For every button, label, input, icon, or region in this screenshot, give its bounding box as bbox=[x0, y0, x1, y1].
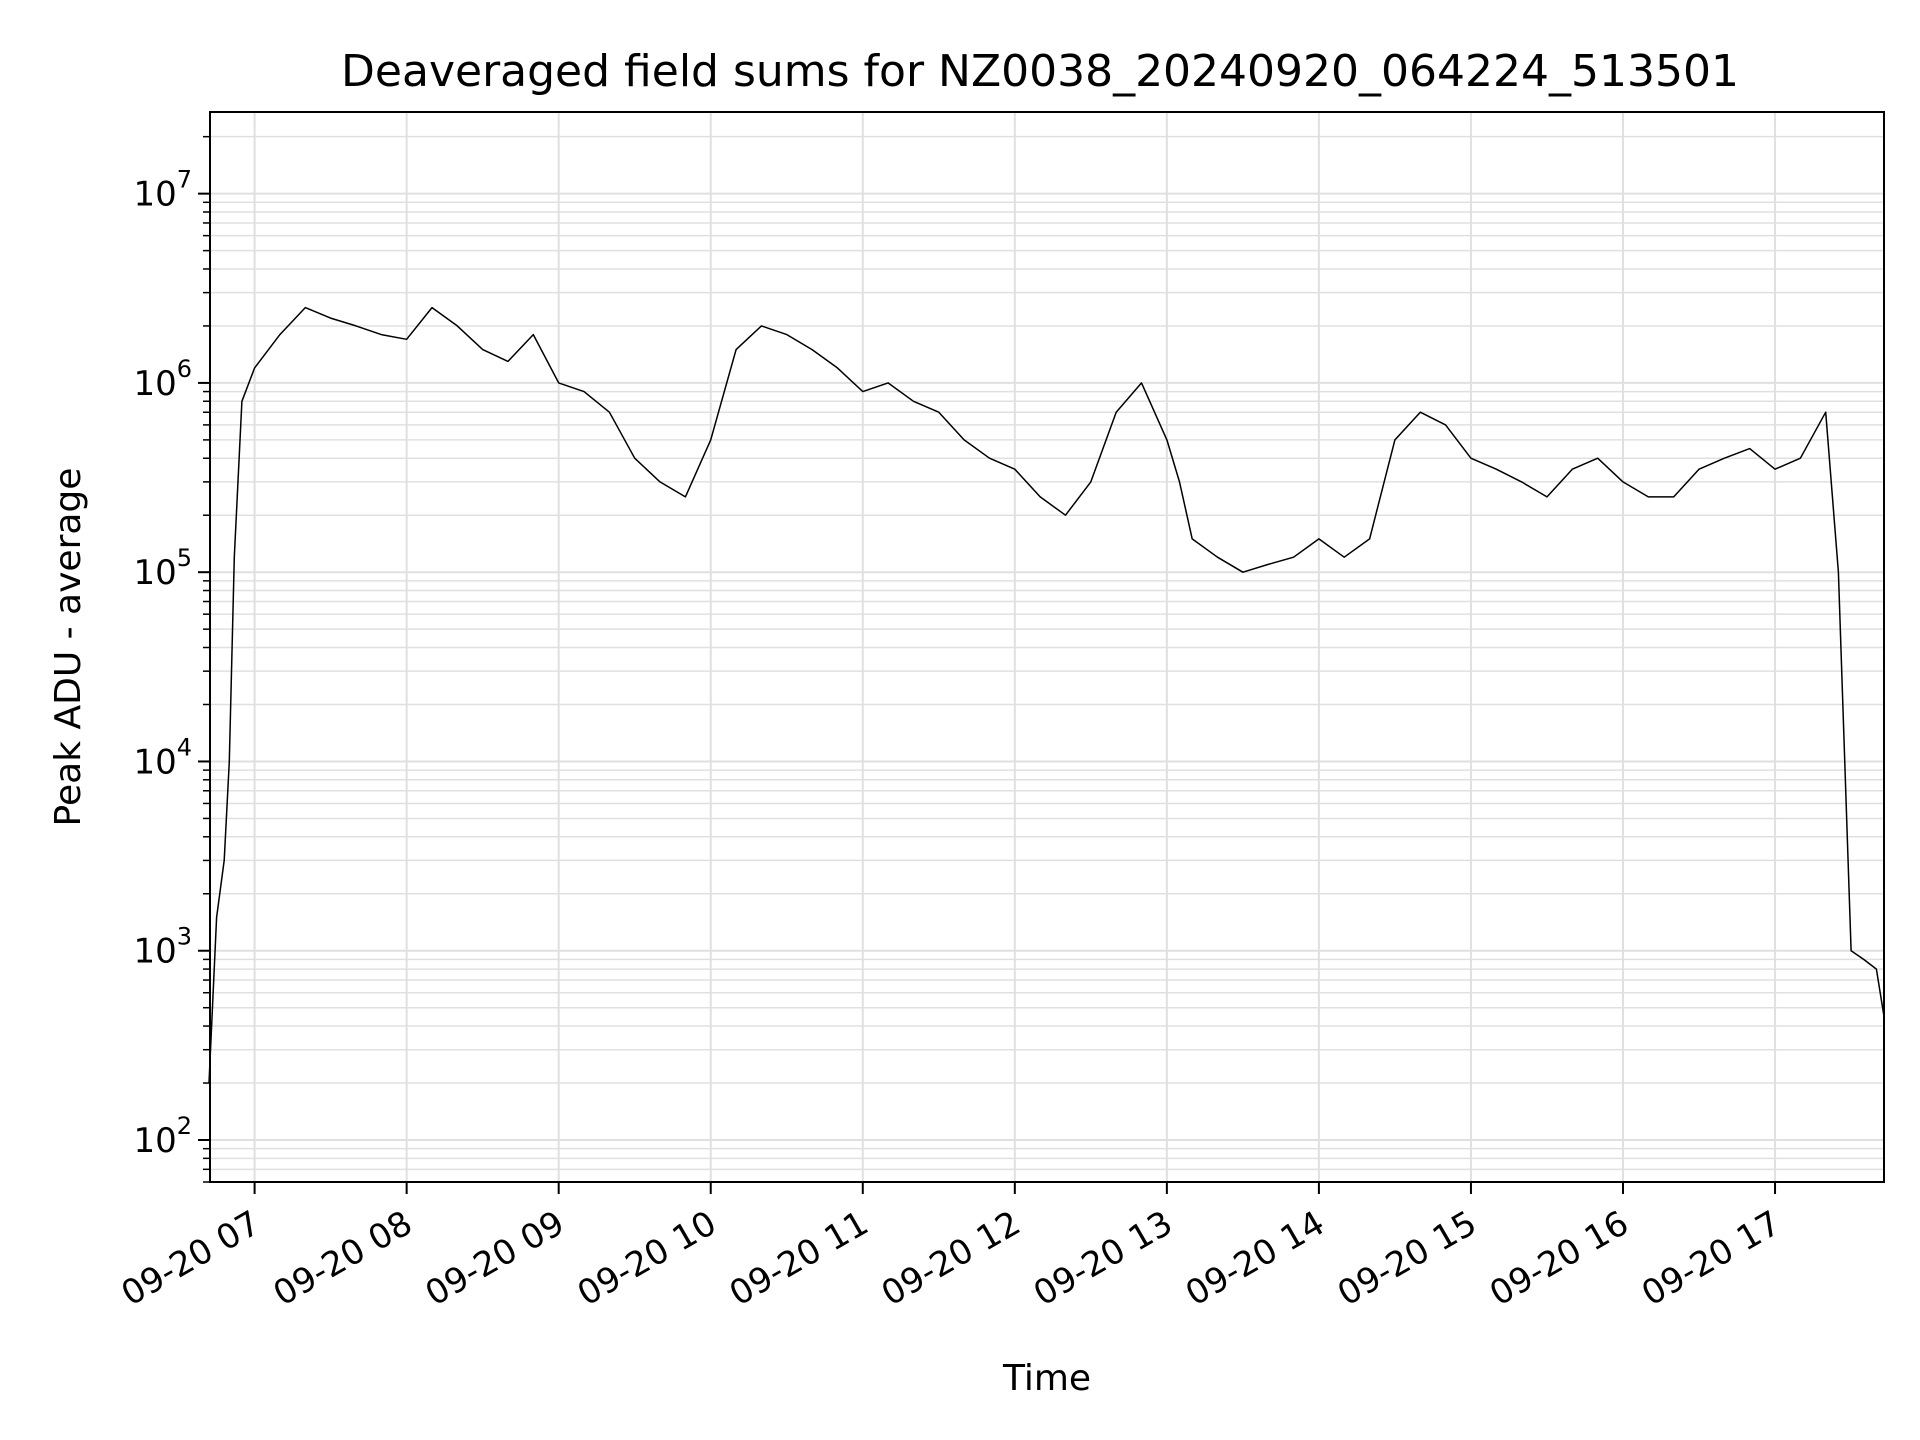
y-tick-label: 102 bbox=[133, 1112, 192, 1161]
x-tick-label: 09-20 17 bbox=[1635, 1203, 1787, 1314]
x-tick-label: 09-20 08 bbox=[267, 1203, 419, 1314]
x-tick-label: 09-20 12 bbox=[875, 1203, 1027, 1314]
y-tick-label: 107 bbox=[133, 166, 192, 215]
x-tick-label: 09-20 13 bbox=[1027, 1203, 1179, 1314]
series-line bbox=[208, 306, 1885, 1084]
x-tick-label: 09-20 14 bbox=[1179, 1203, 1331, 1314]
y-axis-label: Peak ADU - average bbox=[48, 468, 89, 827]
y-tick-label: 105 bbox=[133, 544, 192, 593]
y-tick-label: 103 bbox=[133, 923, 192, 972]
y-tick-label: 104 bbox=[133, 733, 192, 782]
x-tick-label: 09-20 10 bbox=[571, 1203, 723, 1314]
x-tick-label: 09-20 16 bbox=[1483, 1203, 1635, 1314]
x-axis: 09-20 07 09-20 08 09-20 09 09-20 10 09-20 11… bbox=[115, 1182, 1788, 1314]
chart-title: Deaveraged field sums for NZ0038_2024092… bbox=[341, 46, 1739, 97]
y-tick-label: 106 bbox=[133, 355, 192, 404]
y-axis: 102 103 104 105 106 107 bbox=[133, 135, 210, 1183]
x-axis-label: Time bbox=[1002, 1358, 1091, 1399]
x-tick-label: 09-20 11 bbox=[723, 1203, 875, 1314]
grid-layer bbox=[210, 112, 1884, 1183]
x-tick-label: 09-20 07 bbox=[115, 1203, 267, 1314]
x-tick-label: 09-20 15 bbox=[1331, 1203, 1483, 1314]
x-tick-label: 09-20 09 bbox=[419, 1203, 571, 1314]
series-layer bbox=[208, 306, 1885, 1084]
